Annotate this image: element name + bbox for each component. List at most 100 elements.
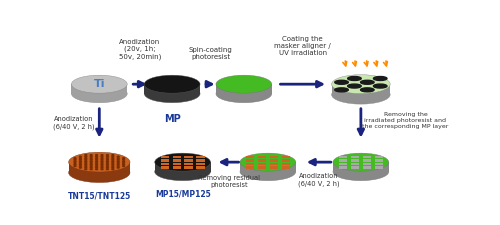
Circle shape	[112, 169, 114, 170]
Circle shape	[90, 167, 92, 168]
Circle shape	[85, 156, 86, 157]
Circle shape	[106, 162, 108, 163]
Circle shape	[96, 156, 98, 157]
FancyBboxPatch shape	[258, 156, 266, 158]
Ellipse shape	[374, 84, 387, 88]
Ellipse shape	[348, 84, 361, 88]
FancyBboxPatch shape	[258, 163, 266, 165]
FancyBboxPatch shape	[172, 156, 181, 158]
FancyBboxPatch shape	[374, 163, 383, 165]
Polygon shape	[332, 84, 390, 95]
FancyBboxPatch shape	[258, 159, 266, 162]
Circle shape	[85, 167, 86, 168]
Text: MP15/MP125: MP15/MP125	[155, 189, 210, 198]
Circle shape	[80, 164, 82, 165]
Ellipse shape	[154, 163, 210, 181]
Circle shape	[85, 159, 86, 160]
Text: Anodization
(6/40 V, 2 h): Anodization (6/40 V, 2 h)	[54, 116, 95, 130]
FancyBboxPatch shape	[282, 156, 290, 158]
FancyBboxPatch shape	[351, 163, 359, 165]
Ellipse shape	[348, 76, 361, 81]
Circle shape	[118, 164, 119, 165]
Circle shape	[106, 159, 108, 160]
Circle shape	[74, 164, 76, 165]
Circle shape	[112, 159, 114, 160]
Circle shape	[85, 161, 86, 162]
Ellipse shape	[332, 85, 390, 104]
Circle shape	[106, 164, 108, 165]
FancyBboxPatch shape	[374, 159, 383, 162]
Ellipse shape	[360, 88, 374, 92]
FancyBboxPatch shape	[160, 159, 169, 162]
Circle shape	[90, 169, 92, 170]
Circle shape	[106, 156, 108, 157]
Circle shape	[96, 169, 98, 170]
FancyBboxPatch shape	[172, 166, 181, 169]
FancyBboxPatch shape	[351, 159, 359, 162]
Circle shape	[74, 158, 76, 159]
Circle shape	[106, 169, 108, 170]
Circle shape	[101, 169, 103, 170]
Ellipse shape	[335, 80, 348, 84]
FancyBboxPatch shape	[282, 166, 290, 169]
Ellipse shape	[144, 85, 200, 103]
FancyBboxPatch shape	[172, 159, 181, 162]
Circle shape	[118, 162, 119, 163]
Ellipse shape	[72, 85, 127, 103]
FancyBboxPatch shape	[196, 159, 204, 162]
Circle shape	[96, 159, 98, 160]
Circle shape	[90, 159, 92, 160]
Ellipse shape	[72, 75, 127, 93]
Ellipse shape	[240, 153, 296, 171]
Ellipse shape	[335, 88, 348, 92]
Circle shape	[118, 158, 119, 159]
Circle shape	[112, 161, 114, 162]
FancyBboxPatch shape	[270, 163, 278, 165]
Ellipse shape	[216, 85, 272, 103]
Circle shape	[112, 164, 114, 165]
Ellipse shape	[240, 163, 296, 181]
Text: Ti: Ti	[94, 79, 105, 89]
FancyBboxPatch shape	[184, 159, 192, 162]
Circle shape	[112, 162, 114, 163]
Circle shape	[122, 164, 124, 165]
Circle shape	[90, 161, 92, 162]
Text: Removing residual
photoresist: Removing residual photoresist	[198, 175, 260, 188]
Text: MP: MP	[164, 115, 180, 124]
FancyBboxPatch shape	[339, 159, 347, 162]
Text: Anodization
(20v, 1h;
50v, 20min): Anodization (20v, 1h; 50v, 20min)	[119, 39, 161, 60]
FancyBboxPatch shape	[362, 166, 371, 169]
Circle shape	[122, 159, 124, 160]
Ellipse shape	[68, 163, 130, 182]
Circle shape	[106, 158, 108, 159]
Circle shape	[85, 169, 86, 170]
Ellipse shape	[360, 80, 374, 84]
Ellipse shape	[68, 152, 130, 172]
FancyBboxPatch shape	[351, 156, 359, 158]
Circle shape	[122, 158, 124, 159]
FancyBboxPatch shape	[196, 163, 204, 165]
Ellipse shape	[332, 75, 390, 94]
FancyBboxPatch shape	[351, 166, 359, 169]
FancyBboxPatch shape	[160, 166, 169, 169]
Circle shape	[96, 158, 98, 159]
FancyBboxPatch shape	[374, 156, 383, 158]
Circle shape	[85, 158, 86, 159]
FancyBboxPatch shape	[362, 159, 371, 162]
Circle shape	[80, 158, 82, 159]
Circle shape	[80, 167, 82, 168]
Circle shape	[85, 162, 86, 163]
Circle shape	[80, 156, 82, 157]
Circle shape	[101, 167, 103, 168]
FancyBboxPatch shape	[184, 156, 192, 158]
Circle shape	[80, 159, 82, 160]
Circle shape	[101, 158, 103, 159]
Circle shape	[90, 158, 92, 159]
Circle shape	[118, 161, 119, 162]
FancyBboxPatch shape	[246, 166, 254, 169]
FancyBboxPatch shape	[196, 156, 204, 158]
Circle shape	[74, 162, 76, 163]
Circle shape	[101, 159, 103, 160]
Circle shape	[106, 167, 108, 168]
Ellipse shape	[333, 163, 389, 181]
